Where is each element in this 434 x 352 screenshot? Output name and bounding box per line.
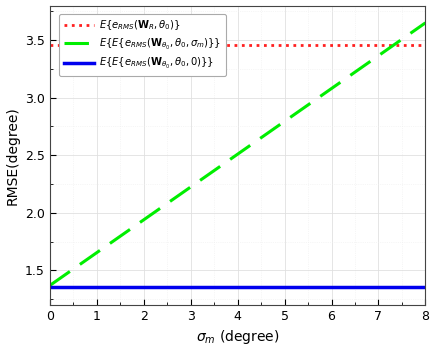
$E\{e_{RMS}(\mathbf{W}_{R}, \theta_0)\}$ bbox=[354, 43, 359, 47]
X-axis label: $\sigma_{m}$ (degree): $\sigma_{m}$ (degree) bbox=[195, 328, 279, 346]
Line: $E\{E\{e_{RMS}(\mathbf{W}_{\theta_0}, \theta_0, \sigma_m)\}\}$: $E\{E\{e_{RMS}(\mathbf{W}_{\theta_0}, \t… bbox=[50, 23, 424, 285]
Legend: $E\{e_{RMS}(\mathbf{W}_{R}, \theta_0)\}$, $E\{E\{e_{RMS}(\mathbf{W}_{\theta_0}, : $E\{e_{RMS}(\mathbf{W}_{R}, \theta_0)\}$… bbox=[59, 13, 225, 76]
$E\{E\{e_{RMS}(\mathbf{W}_{\theta_0}, \theta_0, \sigma_m)\}\}$ bbox=[270, 127, 276, 131]
$E\{e_{RMS}(\mathbf{W}_{R}, \theta_0)\}$ bbox=[47, 43, 53, 47]
$E\{e_{RMS}(\mathbf{W}_{R}, \theta_0)\}$ bbox=[227, 43, 233, 47]
$E\{E\{e_{RMS}(\mathbf{W}_{\theta_0}, \theta_0, \sigma_m)\}\}$ bbox=[250, 141, 255, 145]
$E\{E\{e_{RMS}(\mathbf{W}_{\theta_0}, \theta_0, 0)\}\}$ bbox=[225, 285, 230, 289]
$E\{E\{e_{RMS}(\mathbf{W}_{\theta_0}, \theta_0, 0)\}\}$ bbox=[270, 285, 276, 289]
$E\{e_{RMS}(\mathbf{W}_{R}, \theta_0)\}$ bbox=[413, 43, 418, 47]
$E\{E\{e_{RMS}(\mathbf{W}_{\theta_0}, \theta_0, 0)\}\}$ bbox=[47, 285, 53, 289]
$E\{E\{e_{RMS}(\mathbf{W}_{\theta_0}, \theta_0, \sigma_m)\}\}$ bbox=[413, 27, 418, 31]
$E\{e_{RMS}(\mathbf{W}_{R}, \theta_0)\}$ bbox=[270, 43, 276, 47]
$E\{E\{e_{RMS}(\mathbf{W}_{\theta_0}, \theta_0, 0)\}\}$ bbox=[422, 285, 427, 289]
$E\{E\{e_{RMS}(\mathbf{W}_{\theta_0}, \theta_0, 0)\}\}$ bbox=[354, 285, 359, 289]
$E\{E\{e_{RMS}(\mathbf{W}_{\theta_0}, \theta_0, 0)\}\}$ bbox=[227, 285, 233, 289]
$E\{E\{e_{RMS}(\mathbf{W}_{\theta_0}, \theta_0, \sigma_m)\}\}$ bbox=[354, 68, 359, 72]
$E\{e_{RMS}(\mathbf{W}_{R}, \theta_0)\}$ bbox=[422, 43, 427, 47]
$E\{E\{e_{RMS}(\mathbf{W}_{\theta_0}, \theta_0, \sigma_m)\}\}$ bbox=[225, 159, 230, 163]
$E\{e_{RMS}(\mathbf{W}_{R}, \theta_0)\}$ bbox=[250, 43, 255, 47]
$E\{E\{e_{RMS}(\mathbf{W}_{\theta_0}, \theta_0, \sigma_m)\}\}$ bbox=[47, 283, 53, 288]
$E\{e_{RMS}(\mathbf{W}_{R}, \theta_0)\}$ bbox=[225, 43, 230, 47]
$E\{E\{e_{RMS}(\mathbf{W}_{\theta_0}, \theta_0, 0)\}\}$ bbox=[250, 285, 255, 289]
Y-axis label: RMSE(degree): RMSE(degree) bbox=[6, 106, 20, 205]
$E\{E\{e_{RMS}(\mathbf{W}_{\theta_0}, \theta_0, 0)\}\}$ bbox=[413, 285, 418, 289]
$E\{E\{e_{RMS}(\mathbf{W}_{\theta_0}, \theta_0, \sigma_m)\}\}$ bbox=[227, 157, 233, 161]
$E\{E\{e_{RMS}(\mathbf{W}_{\theta_0}, \theta_0, \sigma_m)\}\}$ bbox=[422, 21, 427, 25]
